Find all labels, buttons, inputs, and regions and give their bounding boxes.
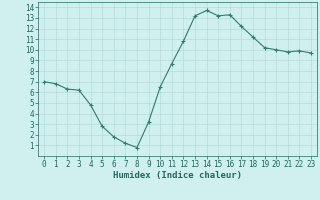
X-axis label: Humidex (Indice chaleur): Humidex (Indice chaleur) (113, 171, 242, 180)
